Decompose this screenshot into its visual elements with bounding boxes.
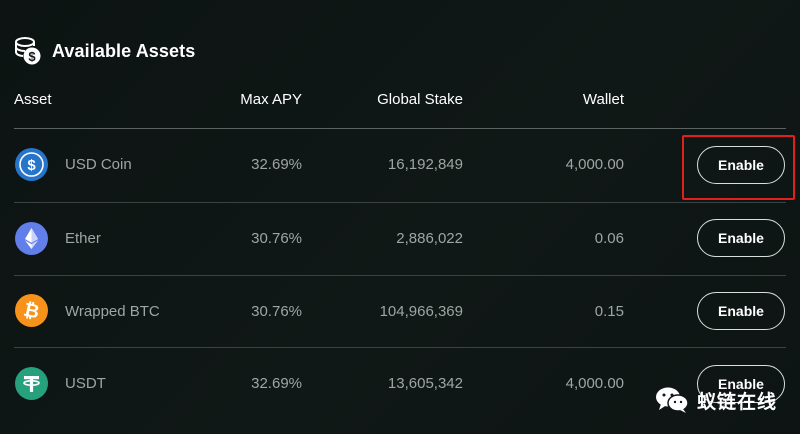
usdc-icon: $ xyxy=(15,148,48,181)
column-header-global-stake: Global Stake xyxy=(377,91,463,108)
wallet-balance: 0.06 xyxy=(594,230,624,247)
usdt-icon xyxy=(15,367,48,400)
watermark: 蚁链在线 xyxy=(655,386,777,414)
table-row: USDT 32.69% 13,605,342 4,000.00 Enable xyxy=(0,347,800,420)
asset-name: Ether xyxy=(65,230,101,247)
highlight-annotation xyxy=(682,135,795,200)
global-stake-value: 2,886,022 xyxy=(396,230,463,247)
wbtc-icon: ₿ xyxy=(15,294,48,327)
row-divider xyxy=(14,275,786,276)
wallet-balance: 0.15 xyxy=(594,303,624,320)
asset-name: Wrapped BTC xyxy=(65,303,160,320)
column-header-asset: Asset xyxy=(14,91,52,108)
panel-header: $ Available Assets xyxy=(14,36,195,66)
max-apy-value: 30.76% xyxy=(251,303,302,320)
global-stake-value: 13,605,342 xyxy=(387,375,463,392)
wallet-balance: 4,000.00 xyxy=(565,156,624,173)
header-divider xyxy=(14,128,786,129)
svg-text:$: $ xyxy=(27,157,36,174)
coins-icon: $ xyxy=(15,37,41,65)
enable-button-ether[interactable]: Enable xyxy=(697,219,785,257)
column-header-wallet: Wallet xyxy=(582,91,624,108)
max-apy-value: 32.69% xyxy=(251,156,302,173)
enable-button-usd-coin[interactable]: Enable xyxy=(697,146,785,184)
svg-text:₿: ₿ xyxy=(22,300,42,324)
table-row: Ether 30.76% 2,886,022 0.06 Enable xyxy=(0,202,800,275)
enable-button-wrapped-btc[interactable]: Enable xyxy=(697,292,785,330)
watermark-text: 蚁链在线 xyxy=(697,390,778,413)
svg-text:$: $ xyxy=(28,49,36,64)
global-stake-value: 16,192,849 xyxy=(387,156,463,173)
table-header: Asset Max APY Global Stake Wallet xyxy=(0,91,800,111)
table-row: ₿ Wrapped BTC 30.76% 104,966,369 0.15 En… xyxy=(0,275,800,348)
max-apy-value: 30.76% xyxy=(251,230,302,247)
column-header-max-apy: Max APY xyxy=(240,91,302,108)
enable-button-usdt[interactable]: Enable xyxy=(697,365,785,403)
wallet-balance: 4,000.00 xyxy=(565,375,624,392)
wechat-icon xyxy=(656,387,689,413)
asset-name: USD Coin xyxy=(65,156,132,173)
row-divider xyxy=(14,347,786,348)
max-apy-value: 32.69% xyxy=(251,375,302,392)
global-stake-value: 104,966,369 xyxy=(379,303,463,320)
table-row: $ USD Coin 32.69% 16,192,849 4,000.00 En… xyxy=(0,129,800,202)
asset-name: USDT xyxy=(65,375,106,392)
row-divider xyxy=(14,202,786,203)
ether-icon xyxy=(15,222,48,255)
page-title: Available Assets xyxy=(52,40,196,61)
